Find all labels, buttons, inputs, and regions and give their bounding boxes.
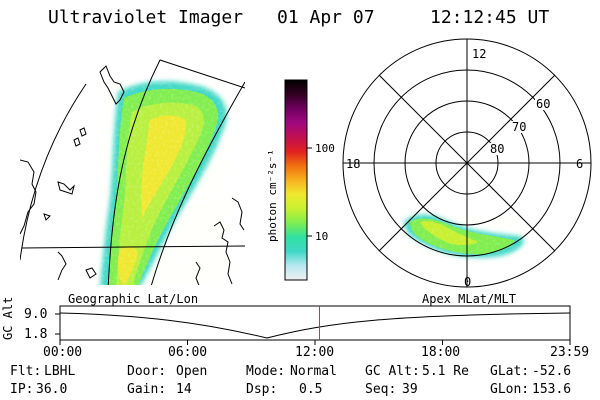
coastlines (20, 65, 245, 285)
gc-alt-ylabel: GC Alt (1, 296, 15, 340)
gc-alt-frame (59, 305, 571, 341)
ip-label: IP: (10, 382, 34, 397)
mlt-label-6: 6 (576, 157, 583, 171)
gc-alt-ytick-high: 9.0 (24, 307, 48, 322)
xtick-label-2359: 23:59 (550, 345, 590, 360)
glat-label: GLat: (490, 364, 530, 379)
polar-mlat-mlt-panel: 12 18 6 0 60 70 80 (342, 38, 592, 289)
flt-value: LBHL (44, 364, 76, 379)
gcalt-label: GC Alt: (365, 364, 420, 379)
lat-label-60: 60 (536, 97, 550, 111)
flt-label: Flt: (10, 364, 42, 379)
gc-alt-ytick-low: 1.8 (24, 327, 48, 342)
colorbar-tick-label-10: 10 (315, 230, 328, 243)
colorbar-unit-label: photon cm⁻²s⁻¹ (266, 149, 279, 242)
ip-value: 36.0 (36, 382, 68, 397)
polar-labels: 12 18 6 0 60 70 80 (346, 47, 583, 289)
gcalt-value: 5.1 Re (422, 364, 469, 379)
colorbar-scale (285, 80, 307, 280)
aurora-emission-geo (100, 81, 227, 285)
mlt-label-0: 0 (464, 275, 471, 289)
mode-label: Mode: (246, 364, 286, 379)
lat-label-80: 80 (490, 142, 504, 156)
gc-alt-xticks (59, 340, 571, 345)
colorbar-frame (284, 79, 308, 281)
seq-label: Seq: (365, 382, 397, 397)
polar-diag-2 (378, 74, 556, 252)
xtick-label-1800: 18:00 (421, 345, 461, 360)
gain-label: Gain: (127, 382, 167, 397)
colorbar: 100 10 photon cm⁻²s⁻¹ (266, 79, 335, 281)
xtick-label-1200: 12:00 (295, 345, 335, 360)
glat-value: -52.6 (532, 364, 572, 379)
mlt-label-18: 18 (346, 157, 360, 171)
dsp-label: Dsp: (246, 382, 278, 397)
mlt-label-12: 12 (472, 47, 486, 61)
xtick-label-0600: 06:00 (168, 345, 208, 360)
gc-alt-curve (59, 312, 571, 339)
aurora-emission-polar (404, 214, 524, 258)
gc-alt-plot (55, 305, 571, 345)
lat-label-70: 70 (512, 120, 526, 134)
door-label: Door: (127, 364, 167, 379)
date-label: 01 Apr 07 (277, 7, 375, 28)
colorbar-tick-label-100: 100 (315, 142, 335, 155)
gain-value: 14 (176, 382, 192, 397)
door-value: Open (176, 364, 208, 379)
instrument-title: Ultraviolet Imager (48, 7, 244, 28)
polar-grid (342, 38, 592, 288)
dsp-value: 0.5 (299, 382, 323, 397)
glon-label: GLon: (490, 382, 530, 397)
polar-panel-label: Apex MLat/MLT (422, 292, 516, 306)
geo-panel-label: Geographic Lat/Lon (68, 292, 199, 306)
geo-grid (20, 59, 245, 285)
mode-value: Normal (290, 364, 337, 379)
time-label: 12:12:45 UT (430, 7, 550, 28)
xtick-label-0000: 00:00 (43, 345, 83, 360)
geographic-map-panel (20, 59, 245, 285)
glon-value: 153.6 (532, 382, 572, 397)
seq-value: 39 (402, 382, 418, 397)
